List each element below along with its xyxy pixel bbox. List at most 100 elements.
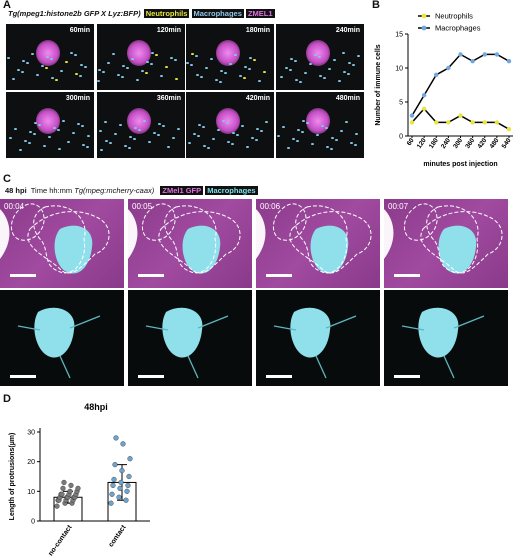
macrophage-cell	[170, 57, 173, 59]
macrophage-cell	[309, 63, 312, 65]
panel-c-title: 48 hpi Time hh:mm Tg(mpeg:mcherry-caax) …	[5, 186, 258, 195]
timestamp-label: 00:04	[4, 202, 25, 211]
macrophage-cell	[29, 131, 32, 133]
macrophage-cell	[141, 70, 144, 72]
macrophage-cell	[226, 122, 229, 124]
timelapse-tile: 480min	[276, 92, 364, 158]
macrophage-cell	[131, 58, 134, 60]
neutrophil-cell	[155, 54, 158, 56]
macrophage-cell	[26, 62, 29, 64]
macrophage-cell	[157, 134, 160, 136]
data-point	[116, 494, 122, 500]
data-point	[54, 503, 60, 509]
macrophage-cell	[352, 64, 355, 66]
data-point	[112, 462, 118, 468]
macrophage-cell	[302, 120, 305, 122]
macrophage-cell	[239, 75, 242, 77]
macrophage-cell	[109, 142, 112, 144]
macrophage-cell	[304, 72, 307, 74]
tumor-cluster	[216, 108, 240, 134]
timepoint-label: 180min	[245, 27, 270, 34]
chart-title: 48hpi	[84, 402, 108, 412]
protrusion	[17, 315, 101, 379]
macrophage-cell	[143, 120, 146, 122]
macrophage-cell	[151, 52, 154, 54]
macrophage-cell	[153, 132, 156, 134]
macrophage-body	[418, 307, 459, 358]
cell-outline	[27, 211, 110, 274]
macrophage-cell	[248, 68, 251, 70]
macrophage-cell	[126, 67, 129, 69]
macrophage-cell	[114, 133, 117, 135]
panel-d-bar-chart: 48hpi 0 10 20 30 Length of protrusions(µm) no-…	[9, 402, 150, 557]
timepoint-label: 360min	[156, 95, 181, 102]
data-point	[109, 491, 115, 497]
macrophage-cell	[102, 71, 105, 73]
data-point	[494, 120, 500, 125]
data-point	[118, 479, 124, 486]
macrophage-cell	[158, 123, 161, 125]
scale-bar	[266, 274, 292, 277]
panel-a-title: Tg(mpeg1:histone2b GFP X Lyz:BFP) Neutro…	[8, 9, 275, 18]
macrophage-cell	[255, 139, 258, 141]
macrophage-cell	[301, 131, 304, 133]
x-tick-label: 300	[452, 137, 464, 150]
macrophage-cell	[36, 74, 39, 76]
panel-letter-d: D	[3, 393, 11, 405]
neutrophil-cell	[175, 78, 178, 80]
legend-zmel1-gfp: ZMel1 GFP	[160, 186, 204, 195]
timestamp-label: 00:07	[388, 202, 409, 211]
macrophage-cell	[246, 146, 249, 148]
macrophage-cell	[70, 52, 73, 54]
data-point	[123, 497, 129, 503]
macrophage-cell	[285, 67, 288, 69]
data-point	[446, 65, 451, 71]
macrophage-cell	[77, 123, 80, 125]
macrophage-cell	[219, 81, 222, 83]
merged-channel-tile: 00:07	[384, 199, 508, 288]
macrophage-cell	[21, 71, 24, 73]
data-point	[421, 93, 427, 98]
data-point	[119, 467, 125, 474]
macrophage-cell	[121, 76, 124, 78]
timelapse-tile: 120min	[97, 24, 185, 90]
data-point	[494, 52, 500, 57]
macrophage-cell	[119, 124, 122, 126]
merged-channel-tile: 00:06	[256, 199, 380, 288]
macrophage-cell	[58, 148, 61, 150]
tumor-cluster	[36, 108, 60, 134]
data-point	[482, 120, 487, 125]
neutrophil-cell	[243, 77, 246, 79]
macrophage-cell	[22, 60, 25, 62]
y-tick-label: 0	[399, 134, 403, 141]
timelapse-tile: 180min	[186, 24, 274, 90]
macrophage-cell	[318, 56, 321, 58]
macrophage-cell	[277, 135, 280, 137]
scale-bar	[394, 375, 420, 378]
macrophage-cell	[227, 141, 230, 143]
legend-swatch-marker	[421, 25, 427, 31]
macrophage-cell	[84, 66, 87, 68]
protrusion	[273, 315, 357, 379]
macrophage-cell	[306, 122, 309, 124]
macrophage-cell	[222, 120, 225, 122]
scale-bar	[138, 375, 164, 378]
macrophage-cell	[294, 60, 297, 62]
macrophage-cell	[12, 78, 15, 80]
panel-c-transgene: Tg(mpeg:mcherry-caax)	[74, 186, 155, 195]
macrophage-cell	[244, 66, 247, 68]
panel-b-line-chart: 0 5 10 15 60 120 180 240 300 360 420 480 540 minutes …	[375, 12, 513, 168]
macrophage-cell	[331, 137, 334, 139]
background-region	[384, 209, 394, 288]
tile-drawing	[273, 307, 357, 379]
macrophage-cell	[333, 59, 336, 61]
cell-outline	[33, 205, 86, 274]
scale-bar	[394, 274, 420, 277]
macrophage-cell	[231, 143, 234, 145]
macrophage-cell	[107, 62, 110, 64]
macrophage-cell	[82, 144, 85, 146]
data-point	[458, 52, 463, 57]
legend-zmel1: ZMEL1	[245, 9, 275, 18]
cell-outline	[295, 205, 348, 274]
tumor-cluster	[306, 40, 330, 66]
